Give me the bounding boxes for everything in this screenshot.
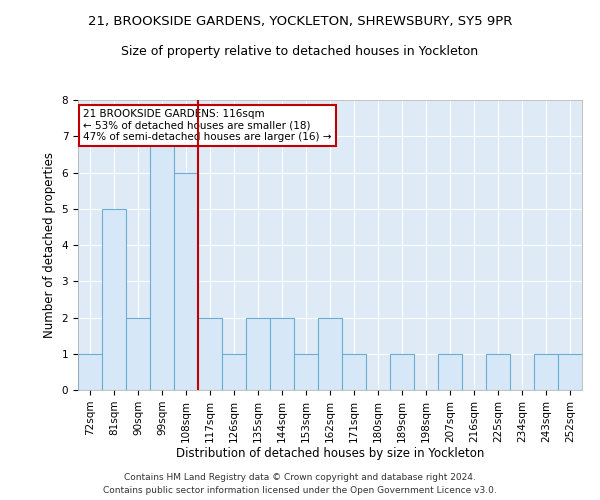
Bar [342,354,366,390]
Bar [294,354,318,390]
Bar [102,209,126,390]
Bar [558,354,582,390]
Bar [270,318,294,390]
Bar [534,354,558,390]
Bar [318,318,342,390]
Bar [486,354,510,390]
X-axis label: Distribution of detached houses by size in Yockleton: Distribution of detached houses by size … [176,448,484,460]
Text: 21 BROOKSIDE GARDENS: 116sqm
← 53% of detached houses are smaller (18)
47% of se: 21 BROOKSIDE GARDENS: 116sqm ← 53% of de… [83,108,332,142]
Bar [246,318,270,390]
Bar [390,354,414,390]
Y-axis label: Number of detached properties: Number of detached properties [43,152,56,338]
Bar [78,354,102,390]
Bar [222,354,246,390]
Text: Size of property relative to detached houses in Yockleton: Size of property relative to detached ho… [121,45,479,58]
Bar [174,172,198,390]
Bar [126,318,150,390]
Bar [150,136,174,390]
Bar [198,318,222,390]
Bar [438,354,462,390]
Text: Contains HM Land Registry data © Crown copyright and database right 2024.
Contai: Contains HM Land Registry data © Crown c… [103,474,497,495]
Text: 21, BROOKSIDE GARDENS, YOCKLETON, SHREWSBURY, SY5 9PR: 21, BROOKSIDE GARDENS, YOCKLETON, SHREWS… [88,15,512,28]
